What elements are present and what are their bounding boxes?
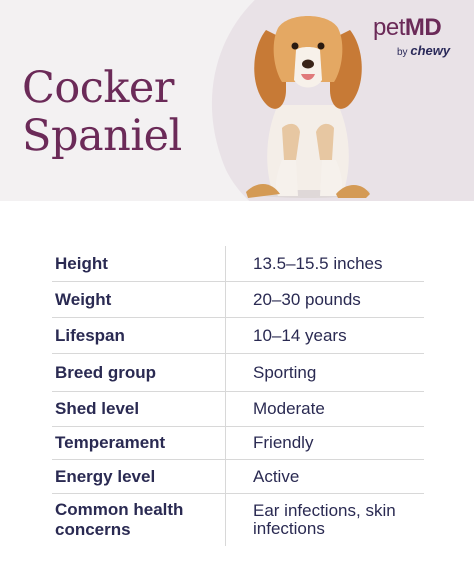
logo-md: MD (404, 14, 442, 41)
fact-value: 13.5–15.5 inches (225, 246, 424, 281)
logo-wordmark: petMD (373, 14, 442, 42)
fact-value: Friendly (225, 427, 424, 459)
logo-brand: chewy (410, 43, 451, 58)
logo-byline: by chewy (397, 43, 450, 58)
fact-label: Temperament (55, 433, 166, 452)
fact-value: Ear infections, skin infections (225, 494, 424, 546)
logo-pet: pet (373, 14, 405, 41)
table-row: Common health concerns Ear infections, s… (52, 494, 424, 546)
cocker-spaniel-photo (246, 16, 370, 198)
breed-facts-table: Height 13.5–15.5 inches Weight 20–30 pou… (52, 246, 424, 546)
fact-label: Shed level (55, 399, 140, 418)
table-row: Breed group Sporting (52, 354, 424, 392)
fact-label: Energy level (55, 466, 156, 486)
fact-label: Lifespan (55, 325, 125, 345)
fact-value: Active (225, 460, 424, 493)
table-row: Weight 20–30 pounds (52, 282, 424, 318)
fact-label: Common health concerns (55, 500, 184, 539)
fact-label: Breed group (55, 362, 157, 382)
table-row: Height 13.5–15.5 inches (52, 246, 424, 282)
fact-value: Sporting (225, 354, 424, 391)
petmd-logo: petMD by chewy (373, 14, 463, 62)
title-line-1: Cocker (22, 63, 174, 113)
table-row: Shed level Moderate (52, 392, 424, 427)
fact-value: 10–14 years (225, 318, 424, 353)
page-title: Cocker Spaniel (22, 64, 182, 160)
table-row: Temperament Friendly (52, 427, 424, 460)
logo-by: by (397, 47, 408, 58)
table-row: Energy level Active (52, 460, 424, 494)
fact-value: 20–30 pounds (225, 282, 424, 317)
title-line-2: Spaniel (22, 111, 182, 161)
hero-banner: Cocker Spaniel petMD by chewy (0, 0, 474, 201)
table-row: Lifespan 10–14 years (52, 318, 424, 354)
fact-value: Moderate (225, 392, 424, 426)
fact-label: Weight (55, 289, 112, 309)
fact-label: Height (55, 253, 108, 273)
